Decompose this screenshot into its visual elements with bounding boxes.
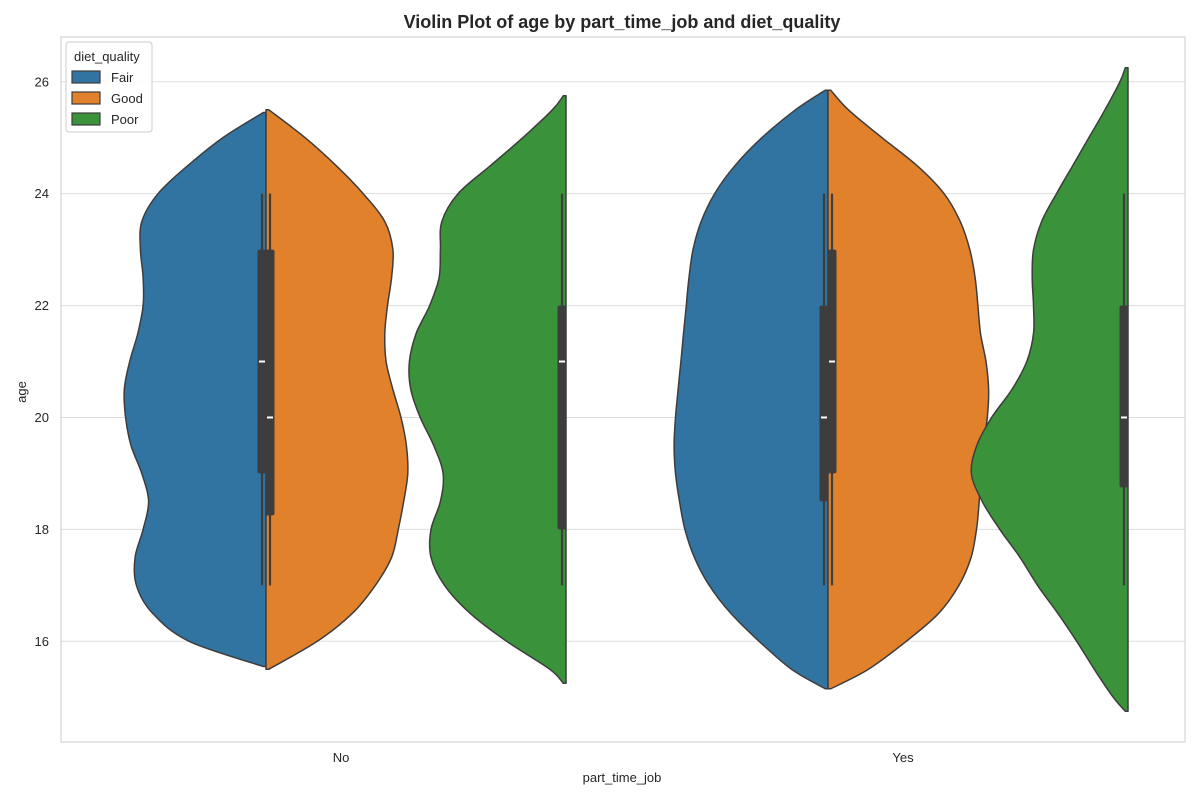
- violin-fair-no: [123, 111, 267, 668]
- violins: [123, 67, 1129, 712]
- violin-poor-yes: [970, 67, 1129, 712]
- iqr-box-poor-no: [557, 305, 567, 530]
- violin-fair-yes: [673, 89, 829, 690]
- inner-boxes: [257, 193, 1129, 586]
- legend-items: Fair Good Poor: [71, 70, 143, 127]
- plot-frame: [60, 36, 1186, 743]
- x-tick-labels: No Yes: [333, 750, 914, 765]
- legend-swatch-fair: [71, 70, 101, 84]
- y-tick-label: 24: [35, 186, 49, 201]
- legend-swatch-poor: [71, 112, 101, 126]
- y-tick-label: 16: [35, 634, 49, 649]
- y-tick-label: 22: [35, 298, 49, 313]
- chart-title: Violin Plot of age by part_time_job and …: [404, 12, 841, 32]
- x-tick-label: No: [333, 750, 350, 765]
- violin-good-yes: [827, 89, 990, 690]
- x-tick-label: Yes: [892, 750, 914, 765]
- y-tick-label: 20: [35, 410, 49, 425]
- legend: diet_quality Fair Good Poor: [65, 41, 153, 133]
- legend-label-fair: Fair: [111, 70, 134, 85]
- y-axis-label: age: [14, 381, 29, 403]
- violin-poor-no: [408, 95, 567, 685]
- legend-title: diet_quality: [74, 49, 140, 64]
- y-tick-label: 18: [35, 522, 49, 537]
- iqr-box-fair-yes: [819, 305, 829, 502]
- legend-frame: [65, 41, 153, 133]
- y-tick-labels: 16 18 20 22 24 26: [35, 74, 49, 649]
- iqr-box-good-no: [265, 249, 275, 516]
- iqr-box-poor-yes: [1119, 305, 1129, 488]
- legend-label-poor: Poor: [111, 112, 139, 127]
- y-tick-label: 26: [35, 74, 49, 89]
- violin-good-no: [265, 108, 409, 671]
- x-axis-label: part_time_job: [583, 770, 662, 785]
- legend-label-good: Good: [111, 91, 143, 106]
- legend-swatch-good: [71, 91, 101, 105]
